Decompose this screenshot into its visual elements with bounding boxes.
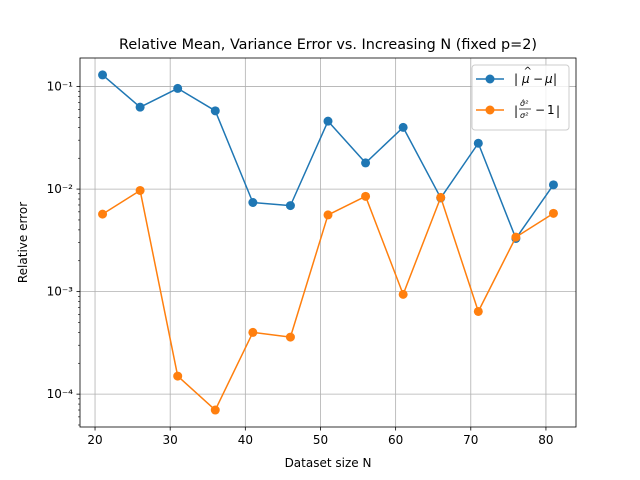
data-point [98,209,108,219]
svg-text:|: | [556,104,560,118]
data-point [323,210,333,220]
svg-text:μ: μ [544,72,553,86]
data-point [398,122,408,132]
legend-box [471,64,570,131]
x-axis: 20 30 40 50 60 70 80 [87,427,554,447]
data-point [173,371,183,381]
data-point [398,289,408,299]
svg-text:−: − [533,72,543,86]
data-point [210,106,220,116]
svg-text:μ: μ [521,72,530,86]
x-tick-label: 20 [87,433,102,447]
x-tick-label: 80 [538,433,553,447]
data-point [135,102,145,112]
legend-label-variance: | σ̂² σ² − 1 | [514,98,560,120]
x-tick-label: 40 [238,433,253,447]
svg-text:−: − [535,103,545,117]
data-point [173,83,183,93]
data-point [285,332,295,342]
series-variance-error [98,185,558,415]
x-axis-label: Dataset size N [285,456,372,470]
data-point [548,208,558,218]
svg-text:1: 1 [547,103,555,117]
legend: | μ ^ − μ | | σ̂² σ² − 1 | [471,64,570,131]
legend-label-mean: | μ ^ − μ | [514,66,557,86]
x-tick-label: 30 [163,433,178,447]
svg-text:^: ^ [524,66,532,77]
data-point [361,158,371,168]
data-point [361,191,371,201]
data-point [98,70,108,80]
y-tick-label: 10⁻² [47,182,74,196]
x-tick-label: 60 [388,433,403,447]
data-point [210,405,220,415]
data-point [248,198,258,208]
svg-text:σ̂²: σ̂² [520,98,529,108]
svg-text:|: | [514,104,518,118]
series-layer [98,70,558,415]
data-point [473,306,483,316]
y-tick-label: 10⁻¹ [47,80,74,94]
data-point [248,327,258,337]
data-point [511,232,521,242]
legend-marker-mean [485,74,495,84]
svg-text:|: | [514,72,518,86]
data-point [548,180,558,190]
data-point [323,116,333,126]
svg-text:|: | [553,72,557,86]
data-point [285,201,295,211]
y-tick-label: 10⁻³ [47,285,74,299]
legend-marker-variance [485,105,495,115]
x-tick-label: 50 [313,433,328,447]
chart-title: Relative Mean, Variance Error vs. Increa… [119,37,537,53]
data-point [473,138,483,148]
x-tick-label: 70 [463,433,478,447]
y-axis-label: Relative error [16,202,30,283]
y-axis: 10⁻⁴ 10⁻³ 10⁻² 10⁻¹ [47,80,80,426]
data-point [436,192,446,202]
svg-text:σ²: σ² [520,111,529,120]
y-tick-label: 10⁻⁴ [47,387,74,401]
data-point [135,185,145,195]
